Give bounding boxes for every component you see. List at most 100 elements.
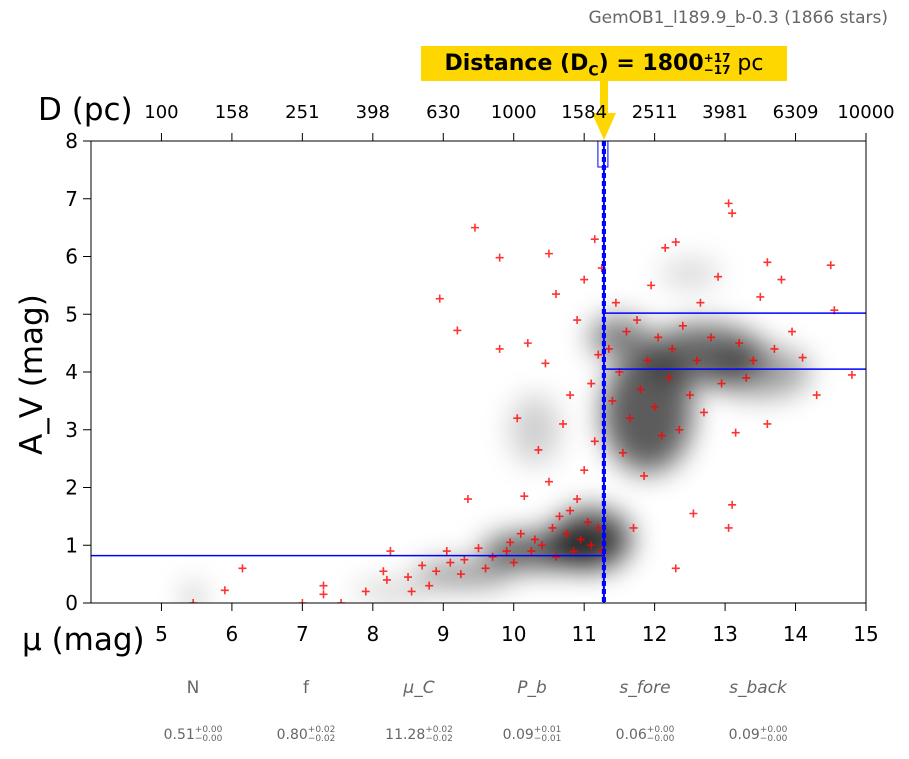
parameter-minus: −0.00 <box>646 734 675 744</box>
y-tick-label: 7 <box>65 187 78 211</box>
parameter-value: 0.51+0.00 −0.00 <box>138 726 248 744</box>
parameter-value: 0.09+0.01 −0.01 <box>477 726 587 744</box>
data-point <box>633 316 642 325</box>
data-point <box>618 448 627 457</box>
data-point <box>594 523 603 532</box>
data-point <box>220 586 229 595</box>
top-tick-label: 100 <box>144 102 178 123</box>
parameter-name: s_back <box>729 678 787 698</box>
data-point <box>847 370 856 379</box>
data-point <box>636 385 645 394</box>
data-point <box>481 564 490 573</box>
data-point <box>689 509 698 518</box>
data-point <box>763 258 772 267</box>
density-blob <box>551 509 632 570</box>
data-point <box>562 529 571 538</box>
data-point <box>337 599 346 603</box>
data-point <box>470 223 479 232</box>
data-point <box>717 379 726 388</box>
distance-unit: pc <box>730 51 764 76</box>
data-point <box>812 391 821 400</box>
data-point <box>541 359 550 368</box>
data-point <box>319 581 328 590</box>
density-blob <box>353 583 434 600</box>
top-tick-label: 1584 <box>561 102 607 123</box>
data-point <box>544 249 553 258</box>
data-point <box>509 558 518 567</box>
data-point <box>555 512 564 521</box>
x-tick-label: 10 <box>501 622 526 646</box>
data-point <box>319 590 328 599</box>
data-point <box>488 552 497 561</box>
data-point <box>460 555 469 564</box>
data-point <box>678 321 687 330</box>
parameter-name: s_fore <box>619 678 671 698</box>
parameter-value: 0.80+0.02 −0.02 <box>251 726 361 744</box>
data-point <box>516 529 525 538</box>
distance-prefix: Distance (D <box>444 51 589 76</box>
top-tick-label: 251 <box>285 102 319 123</box>
density-blob <box>602 352 693 473</box>
parameter-value-number: 0.51 <box>163 727 195 743</box>
data-point <box>826 261 835 270</box>
x-axis-label: μ (mag) <box>22 622 145 658</box>
x-tick-label: 8 <box>366 622 379 646</box>
y-tick-label: 5 <box>65 302 78 326</box>
parameter-minus: −0.02 <box>425 734 453 744</box>
data-point <box>544 477 553 486</box>
data-point <box>580 466 589 475</box>
parameter-value-number: 0.09 <box>502 727 534 743</box>
x-tick-label: 6 <box>226 622 239 646</box>
data-point <box>622 327 631 336</box>
data-point <box>692 356 701 365</box>
y-axis-label: A_V (mag) <box>14 294 50 455</box>
data-point <box>749 356 758 365</box>
data-point <box>664 373 673 382</box>
data-point <box>731 428 740 437</box>
distance-plus: +17 <box>703 51 731 65</box>
x-tick-label: 13 <box>712 622 737 646</box>
parameter-minus: −0.02 <box>307 734 336 744</box>
parameter-value-number: 11.28 <box>385 727 426 743</box>
parameter-minus: −0.01 <box>533 734 562 744</box>
data-point <box>456 570 465 579</box>
data-point <box>611 298 620 307</box>
data-point <box>580 275 589 284</box>
data-point <box>523 339 532 348</box>
parameter-minus: −0.00 <box>759 734 788 744</box>
data-point <box>453 326 462 335</box>
y-tick-label: 8 <box>65 129 78 153</box>
data-point <box>189 599 198 603</box>
data-point <box>298 599 307 603</box>
parameter-plus: +0.00 <box>646 725 675 735</box>
data-point <box>696 298 705 307</box>
data-point <box>770 344 779 353</box>
data-point <box>382 575 391 584</box>
parameter-value: 0.06+0.00 −0.00 <box>590 726 700 744</box>
parameter-value: 0.09+0.00 −0.00 <box>703 726 813 744</box>
data-point <box>573 495 582 504</box>
y-tick-label: 3 <box>65 418 78 442</box>
top-tick-label: 6309 <box>773 102 819 123</box>
distance-sub: C <box>588 63 599 80</box>
data-point <box>707 333 715 342</box>
density-blob <box>710 347 811 397</box>
data-point <box>566 391 575 400</box>
parameter-value: 11.28+0.02 −0.02 <box>364 726 474 744</box>
data-point <box>788 327 797 336</box>
distance-arrow <box>592 80 616 140</box>
parameter-name: f <box>303 678 309 698</box>
data-point <box>640 471 649 480</box>
density-blob <box>509 394 560 465</box>
y-tick-label: 6 <box>65 245 78 269</box>
data-point <box>671 238 680 247</box>
data-point <box>407 587 416 596</box>
data-point <box>552 290 560 299</box>
parameter-name: N <box>186 678 200 698</box>
data-point <box>671 564 680 573</box>
parameter-value-number: 0.80 <box>276 727 308 743</box>
top-tick-label: 3981 <box>702 102 748 123</box>
parameter-plus: +0.00 <box>759 725 788 735</box>
data-point <box>559 419 568 428</box>
y-tick-label: 4 <box>65 360 78 384</box>
